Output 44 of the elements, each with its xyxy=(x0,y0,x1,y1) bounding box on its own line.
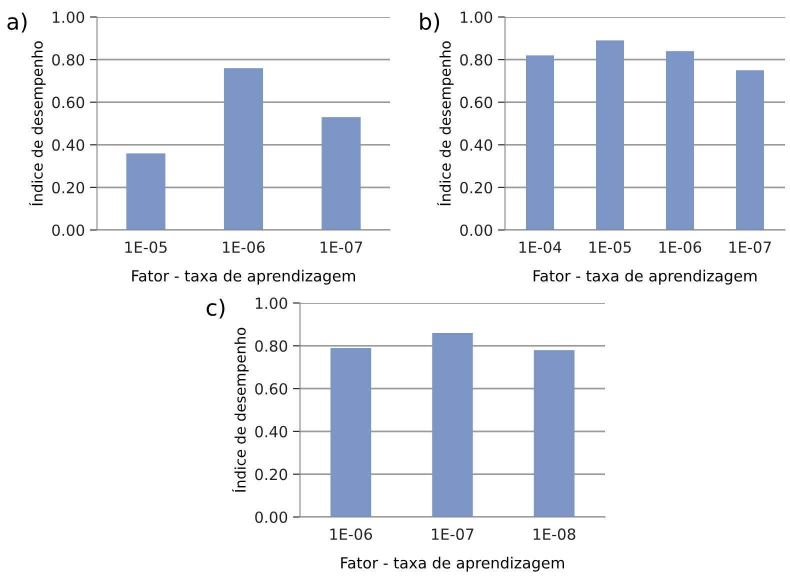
x-tick-label: 1E-07 xyxy=(320,241,362,253)
x-axis-title: Fator - taxa de aprendizagem xyxy=(534,270,756,285)
y-tick-label: 0.80 xyxy=(255,340,288,352)
bar xyxy=(526,55,554,230)
y-tick-label: 0.20 xyxy=(255,468,288,480)
y-tick-label: 0.80 xyxy=(460,54,492,66)
x-tick-label: 1E-05 xyxy=(125,241,167,253)
y-axis-title: Índice de desempenho xyxy=(232,328,249,492)
bar xyxy=(736,70,764,230)
y-tick-label: 0.40 xyxy=(255,426,288,438)
chart-title: a) xyxy=(8,12,27,33)
x-tick-label: 1E-04 xyxy=(520,241,562,253)
y-tick-label: 0.20 xyxy=(460,182,492,194)
x-tick-label: 1E-07 xyxy=(730,241,771,253)
bar xyxy=(224,68,264,230)
y-axis-title: Índice de desempenho xyxy=(29,41,46,206)
bar xyxy=(596,40,624,230)
y-tick-label: 0.00 xyxy=(255,511,288,524)
x-tick-label: 1E-06 xyxy=(223,241,265,253)
y-tick-label: 0.40 xyxy=(460,139,492,151)
y-tick-label: 0.60 xyxy=(460,96,492,108)
x-axis-title: Fator - taxa de aprendizagem xyxy=(341,556,564,572)
y-tick-label: 0.60 xyxy=(255,383,288,395)
x-tick-label: 1E-07 xyxy=(432,528,474,540)
chart-title: b) xyxy=(420,12,440,33)
y-tick-label: 0.40 xyxy=(52,139,84,151)
y-tick-label: 0.00 xyxy=(460,224,492,236)
y-tick-label: 0.00 xyxy=(52,224,84,236)
bar xyxy=(126,153,166,230)
y-tick-label: 0.20 xyxy=(52,182,84,194)
x-tick-label: 1E-06 xyxy=(330,528,372,540)
x-tick-label: 1E-08 xyxy=(534,528,576,540)
y-tick-label: 1.00 xyxy=(256,297,288,310)
x-tick-label: 1E-05 xyxy=(590,241,631,253)
bar xyxy=(322,117,361,230)
y-axis-title: Índice de desempenho xyxy=(437,41,454,206)
x-tick-label: 1E-06 xyxy=(660,241,702,253)
y-tick-label: 1.00 xyxy=(460,11,492,24)
y-tick-label: 1.00 xyxy=(52,11,84,24)
chart-title: c) xyxy=(206,298,224,319)
y-tick-label: 0.80 xyxy=(52,54,84,66)
bar xyxy=(666,51,694,230)
x-axis-title: Fator - taxa de aprendizagem xyxy=(132,270,355,285)
y-tick-label: 0.60 xyxy=(52,96,84,108)
